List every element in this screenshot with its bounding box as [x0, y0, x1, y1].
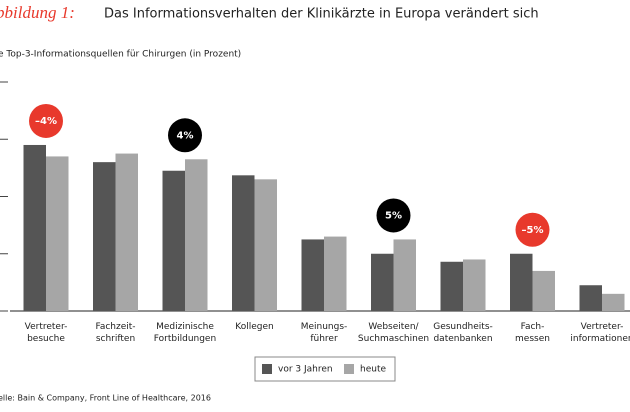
bar	[23, 144, 46, 311]
x-tick-label: Webseiten/Suchmaschinen	[358, 322, 429, 344]
x-tick-label-line: Kollegen	[235, 322, 273, 332]
x-tick-label-line: messen	[515, 334, 550, 344]
bar	[232, 175, 255, 311]
x-tick-label-line: Fach-	[521, 322, 545, 332]
bar	[393, 239, 416, 311]
x-tick-label: Vertreter-besuche	[25, 322, 68, 344]
annotation-text: 4%	[177, 130, 194, 141]
legend-label: heute	[360, 365, 386, 375]
x-tick-label-line: besuche	[27, 334, 65, 344]
x-tick-label-line: Fortbildungen	[154, 334, 216, 344]
annotation-text: –5%	[522, 225, 544, 236]
subtitle: e Top-3-Informationsquellen für Chirurge…	[0, 50, 241, 60]
x-tick-label: Vertreter-informationen	[570, 322, 630, 344]
title-prefix: bbildung 1:	[0, 3, 75, 22]
bar	[510, 253, 533, 311]
x-tick-label-line: informationen	[570, 334, 630, 344]
legend-label: vor 3 Jahren	[278, 365, 333, 375]
x-tick-label-line: Webseiten/	[368, 322, 419, 332]
x-tick-label-line: Fachzeit-	[95, 322, 135, 332]
x-tick-label: Kollegen	[235, 322, 273, 332]
annotation-badge	[515, 212, 550, 247]
bar	[93, 162, 116, 311]
bar	[440, 261, 463, 311]
legend-swatch	[344, 364, 354, 374]
bar	[301, 239, 324, 311]
x-tick-label-line: Vertreter-	[25, 322, 68, 332]
annotation-text: 5%	[385, 210, 402, 221]
legend-swatch	[262, 364, 272, 374]
x-tick-label: Fach-messen	[515, 322, 550, 344]
x-tick-label: Gesundheits-datenbanken	[433, 322, 493, 344]
x-tick-label-line: führer	[310, 334, 338, 344]
source: elle: Bain & Company, Front Line of Heal…	[0, 394, 211, 403]
bar	[579, 285, 602, 311]
legend-box	[254, 356, 396, 382]
x-tick-label-line: Gesundheits-	[433, 322, 493, 332]
bar	[115, 153, 138, 311]
bar	[46, 156, 69, 311]
bar	[602, 293, 625, 311]
annotation-badge	[29, 103, 63, 138]
bar	[254, 179, 277, 311]
x-tick-label-line: Suchmaschinen	[358, 334, 429, 344]
x-tick-label-line: Medizinische	[156, 322, 214, 332]
bar	[463, 259, 486, 311]
x-tick-label-line: Meinungs-	[301, 322, 348, 332]
x-tick-label-line: datenbanken	[433, 334, 492, 344]
bar	[324, 236, 347, 311]
bar	[185, 159, 208, 311]
x-tick-label: Fachzeit-schriften	[95, 322, 135, 344]
bar	[532, 270, 555, 311]
annotation-badge	[376, 198, 411, 233]
x-tick-label: Medizinische Fortbildungen	[154, 322, 216, 344]
bar	[371, 253, 394, 311]
annotation-text: –4%	[35, 116, 57, 127]
bar	[162, 170, 185, 311]
x-tick-label-line: Vertreter-	[581, 322, 624, 332]
annotation-badge	[168, 118, 202, 153]
x-tick-label: Meinungs-führer	[301, 322, 348, 344]
chart-title: Das Informationsverhalten der Klinikärzt…	[104, 7, 539, 22]
x-tick-label-line: schriften	[96, 334, 135, 344]
